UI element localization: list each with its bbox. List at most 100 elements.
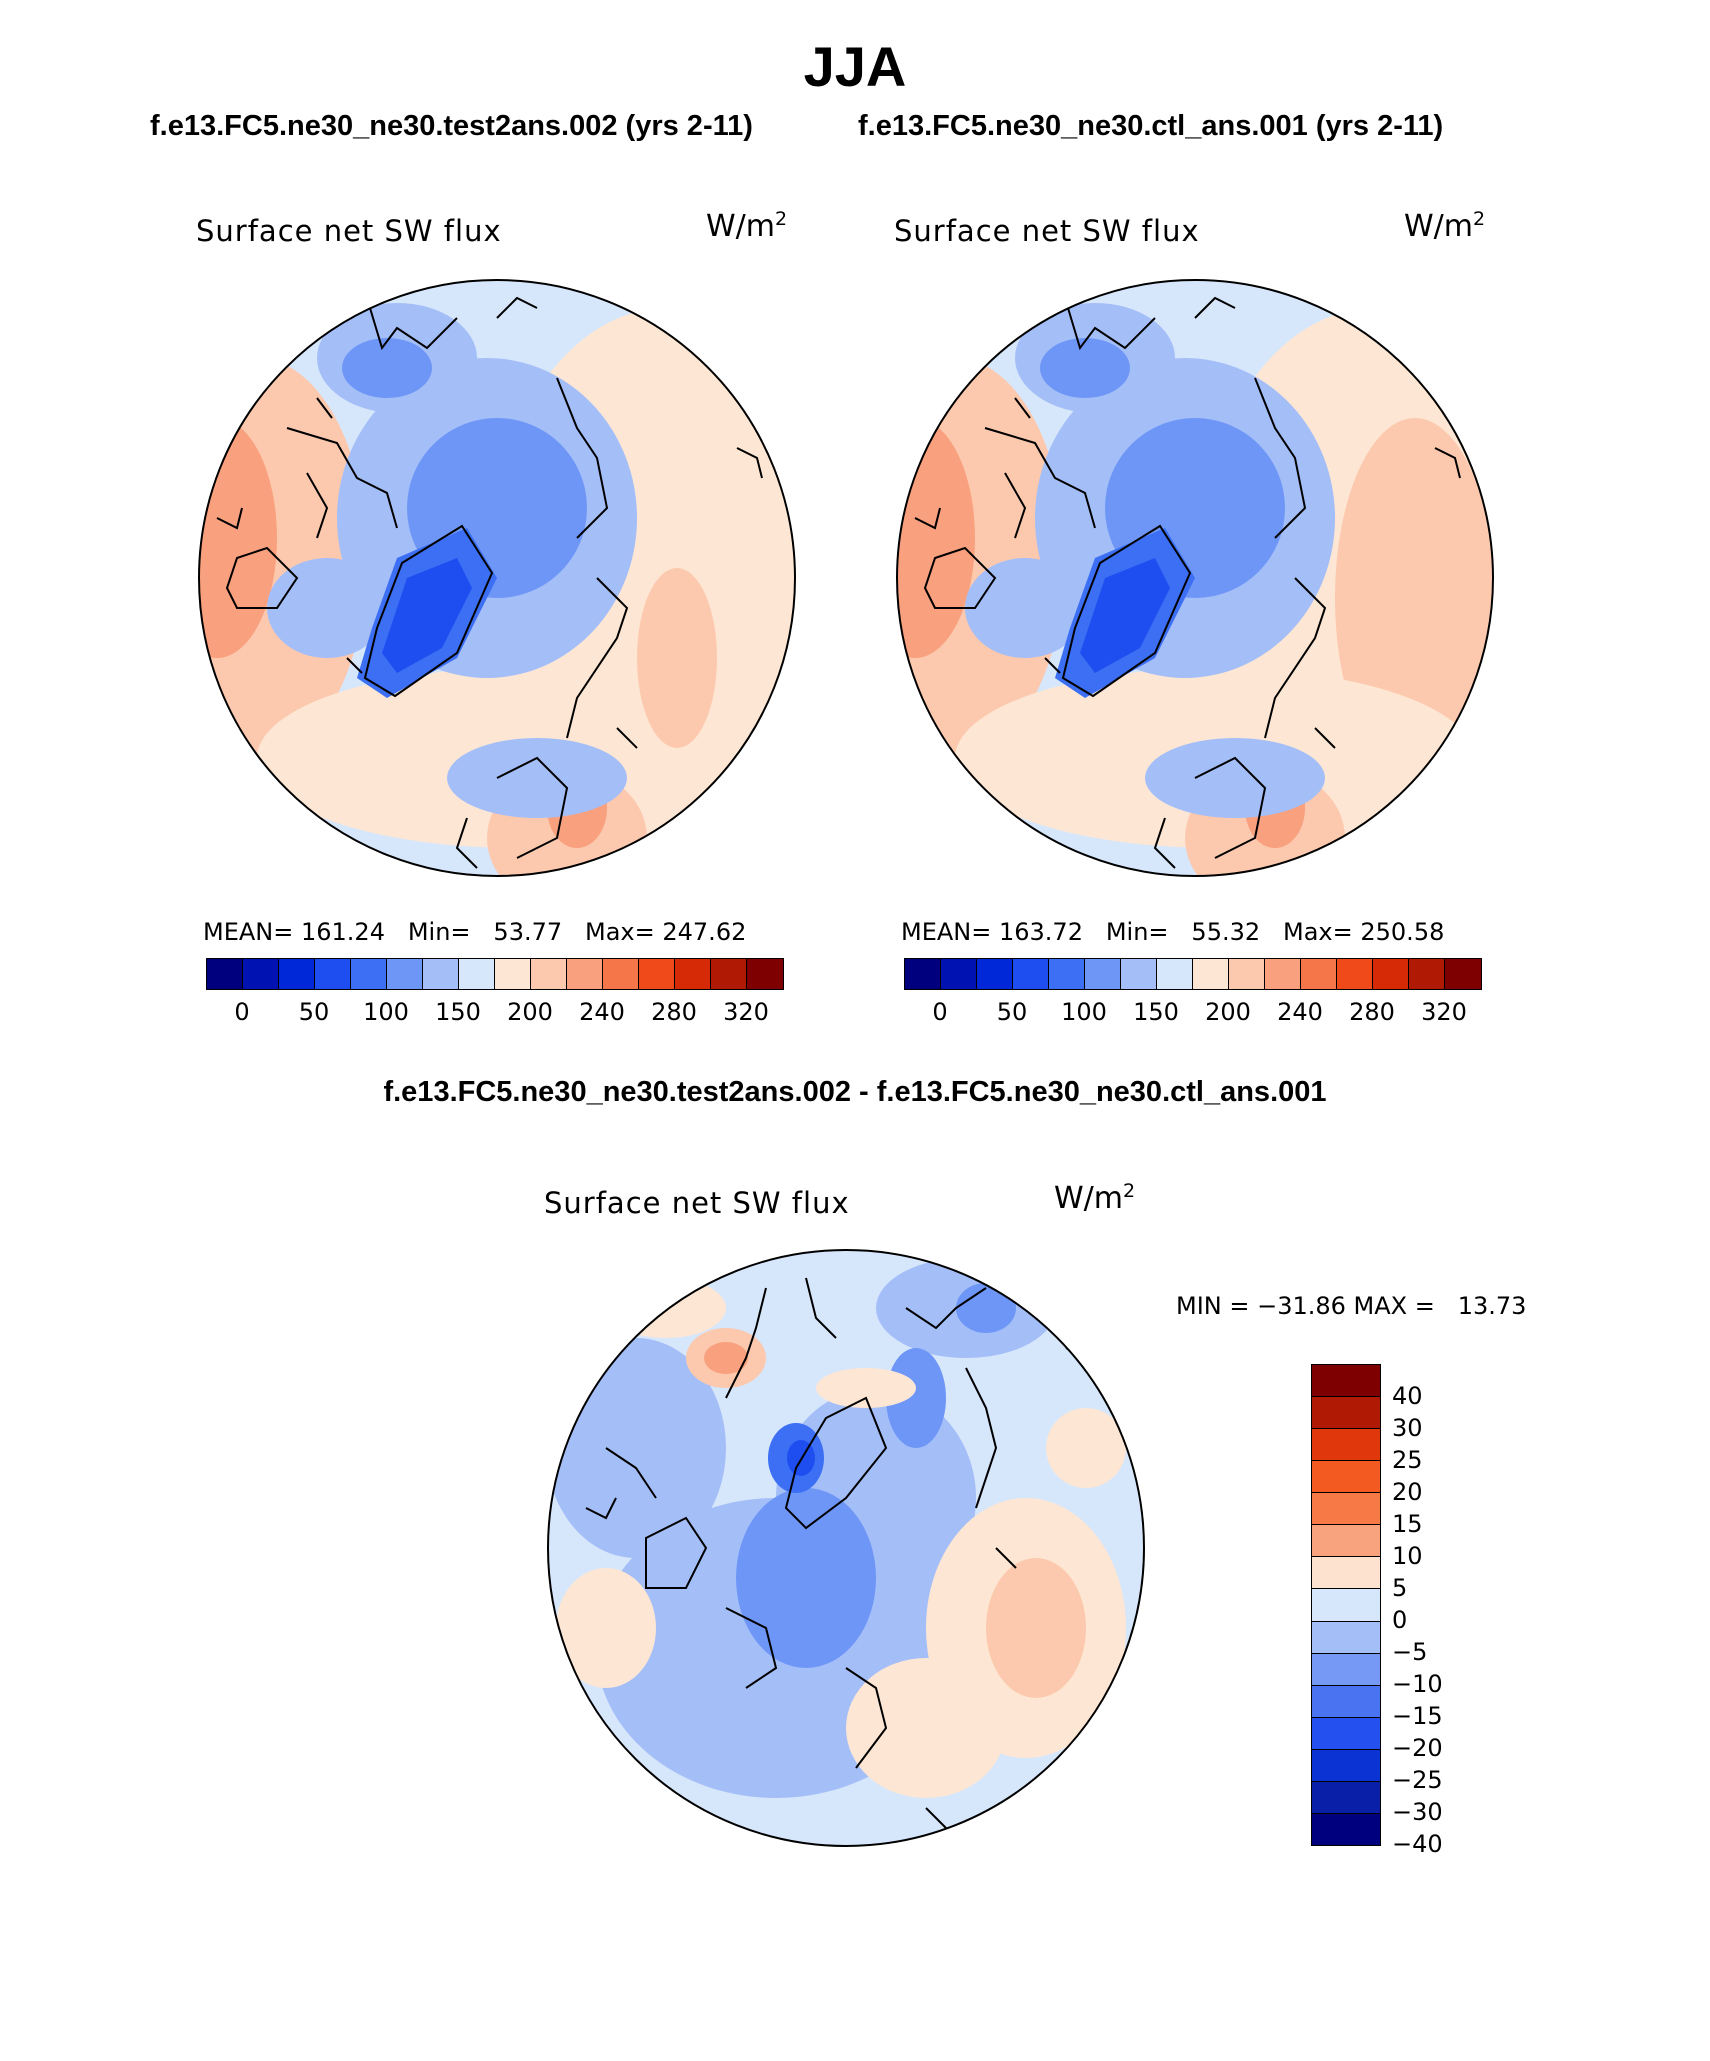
colorbar-tick-label: 200 (507, 998, 553, 1026)
panel1-colorbar-labels: 0 50 100 150 200 240 280 320 (206, 998, 782, 1028)
colorbar-tick-label: 0 (1392, 1606, 1408, 1634)
colorbar-tick-label: −30 (1392, 1798, 1443, 1826)
panel2-polar-map (896, 279, 1494, 877)
colorbar-swatch (1312, 1365, 1380, 1398)
colorbar-tick-label: −20 (1392, 1734, 1443, 1762)
colorbar-swatch (567, 959, 603, 989)
colorbar-swatch (1049, 959, 1085, 989)
panel2-variable-label: Surface net SW flux (894, 214, 1200, 248)
panel3-difference-map (547, 1249, 1145, 1847)
colorbar-tick-label: 40 (1392, 1382, 1423, 1410)
colorbar-swatch (423, 959, 459, 989)
colorbar-tick-label: 320 (1421, 998, 1467, 1026)
colorbar-tick-label: 150 (435, 998, 481, 1026)
colorbar-swatch (351, 959, 387, 989)
case-a-title: f.e13.FC5.ne30_ne30.test2ans.002 (yrs 2-… (150, 110, 753, 142)
colorbar-tick-label: 100 (363, 998, 409, 1026)
panel1-stats: MEAN= 161.24 Min= 53.77 Max= 247.62 (203, 918, 747, 946)
panel3-colorbar (1311, 1364, 1381, 1846)
colorbar-swatch (1312, 1653, 1380, 1686)
colorbar-swatch (1312, 1493, 1380, 1526)
panel1-polar-map (198, 279, 796, 877)
colorbar-swatch (941, 959, 977, 989)
colorbar-swatch (747, 959, 783, 989)
panel1-colorbar (206, 958, 784, 990)
colorbar-swatch (639, 959, 675, 989)
main-title: JJA (803, 35, 907, 98)
colorbar-tick-label: 280 (1349, 998, 1395, 1026)
colorbar-tick-label: 320 (723, 998, 769, 1026)
colorbar-swatch (279, 959, 315, 989)
colorbar-swatch (1445, 959, 1481, 989)
colorbar-swatch (1013, 959, 1049, 989)
colorbar-swatch (1265, 959, 1301, 989)
panel2-units: W/m2 (1404, 208, 1486, 244)
panel2-colorbar (904, 958, 1482, 990)
panel3-stats: MIN = −31.86 MAX = 13.73 (1176, 1292, 1527, 1320)
colorbar-tick-label: 150 (1133, 998, 1179, 1026)
colorbar-tick-label: 280 (651, 998, 697, 1026)
colorbar-swatch (1312, 1461, 1380, 1494)
colorbar-swatch (1312, 1397, 1380, 1430)
colorbar-swatch (711, 959, 747, 989)
colorbar-swatch (387, 959, 423, 989)
colorbar-swatch (977, 959, 1013, 989)
colorbar-swatch (1312, 1781, 1380, 1814)
difference-title: f.e13.FC5.ne30_ne30.test2ans.002 - f.e13… (383, 1076, 1327, 1108)
colorbar-swatch (603, 959, 639, 989)
panel1-units: W/m2 (706, 208, 788, 244)
panel2-colorbar-labels: 0 50 100 150 200 240 280 320 (904, 998, 1480, 1028)
colorbar-swatch (243, 959, 279, 989)
panel2-stats: MEAN= 163.72 Min= 55.32 Max= 250.58 (901, 918, 1445, 946)
colorbar-tick-label: 5 (1392, 1574, 1408, 1602)
colorbar-swatch (495, 959, 531, 989)
colorbar-swatch (531, 959, 567, 989)
colorbar-tick-label: 0 (234, 998, 250, 1026)
case-b-title: f.e13.FC5.ne30_ne30.ctl_ans.001 (yrs 2-1… (858, 110, 1444, 142)
colorbar-swatch (1312, 1749, 1380, 1782)
colorbar-swatch (1085, 959, 1121, 989)
colorbar-swatch (1409, 959, 1445, 989)
colorbar-tick-label: −15 (1392, 1702, 1443, 1730)
colorbar-swatch (315, 959, 351, 989)
colorbar-swatch (1312, 1429, 1380, 1462)
panel3-colorbar-labels: 40 30 25 20 15 10 5 0 −5 −10 −15 −20 −25 −30 −40 (1392, 1364, 1482, 1858)
colorbar-tick-label: 25 (1392, 1446, 1423, 1474)
colorbar-tick-label: −25 (1392, 1766, 1443, 1794)
colorbar-tick-label: −5 (1392, 1638, 1428, 1666)
colorbar-swatch (1312, 1685, 1380, 1718)
colorbar-swatch (1312, 1621, 1380, 1654)
colorbar-tick-label: −10 (1392, 1669, 1443, 1698)
colorbar-swatch (459, 959, 495, 989)
colorbar-swatch (1312, 1589, 1380, 1622)
colorbar-tick-label: 10 (1392, 1542, 1423, 1570)
colorbar-swatch (1121, 959, 1157, 989)
panel3-units: W/m2 (1054, 1180, 1136, 1216)
colorbar-swatch (675, 959, 711, 989)
colorbar-tick-label: 50 (996, 998, 1028, 1026)
colorbar-tick-label: 0 (932, 998, 948, 1026)
colorbar-tick-label: 240 (579, 998, 625, 1026)
colorbar-swatch (207, 959, 243, 989)
colorbar-swatch (1229, 959, 1265, 989)
colorbar-swatch (1157, 959, 1193, 989)
colorbar-swatch (1312, 1813, 1380, 1845)
colorbar-swatch (1312, 1525, 1380, 1558)
colorbar-tick-label: 30 (1392, 1414, 1423, 1442)
colorbar-tick-label: 200 (1205, 998, 1251, 1026)
colorbar-tick-label: 15 (1392, 1509, 1423, 1538)
panel3-variable-label: Surface net SW flux (544, 1186, 850, 1220)
colorbar-swatch (1337, 959, 1373, 989)
colorbar-swatch (1312, 1557, 1380, 1590)
colorbar-swatch (1193, 959, 1229, 989)
panel1-variable-label: Surface net SW flux (196, 214, 502, 248)
colorbar-tick-label: 100 (1061, 998, 1107, 1026)
colorbar-tick-label: −40 (1392, 1830, 1443, 1858)
colorbar-tick-label: 50 (298, 998, 330, 1026)
colorbar-tick-label: 20 (1392, 1478, 1423, 1506)
colorbar-swatch (1373, 959, 1409, 989)
colorbar-tick-label: 240 (1277, 998, 1323, 1026)
colorbar-swatch (905, 959, 941, 989)
colorbar-swatch (1301, 959, 1337, 989)
colorbar-swatch (1312, 1717, 1380, 1750)
